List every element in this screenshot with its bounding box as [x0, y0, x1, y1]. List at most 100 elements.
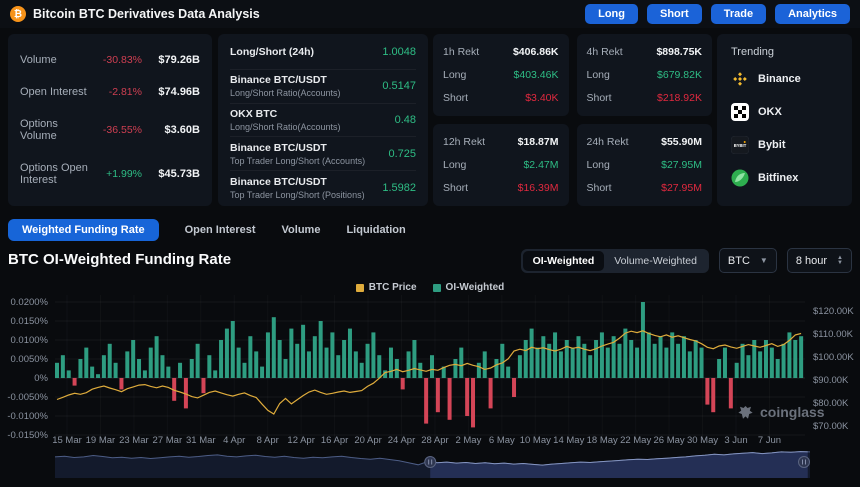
legend-btc-price[interactable]: BTC Price: [355, 282, 417, 293]
interval-select[interactable]: 8 hour ▲ ▼: [786, 248, 852, 273]
ratio-value: 0.48: [394, 113, 416, 126]
rekt-value: $218.92K: [657, 92, 702, 105]
y-right-tick: $110.00K: [813, 329, 853, 340]
x-tick: 31 Mar: [186, 435, 216, 446]
x-tick: 6 May: [488, 435, 515, 446]
rekt-row: Short $218.92K: [587, 92, 703, 104]
funding-rate-chart[interactable]: [55, 295, 805, 440]
ratio-text: Binance BTC/USDT Top Trader Long/Short (P…: [230, 176, 382, 200]
y-axis-right: $120.00K $110.00K $100.00K $90.00K $80.00K $7…: [810, 295, 860, 445]
ratio-title: Binance BTC/USDT: [230, 141, 327, 154]
interval-select-value: 8 hour: [795, 254, 828, 267]
svg-text:BYBIT: BYBIT: [734, 143, 747, 148]
rekt-label: 4h Rekt: [586, 45, 623, 58]
chart-legend: BTC Price OI-Weighted: [0, 282, 860, 293]
short-button[interactable]: Short: [646, 4, 702, 24]
trending-name: Bitfinex: [758, 171, 799, 184]
watermark: coinglass: [737, 404, 825, 420]
y-right-tick: $80.00K: [813, 398, 849, 409]
analytics-button[interactable]: Analytics: [775, 4, 850, 24]
rekt-card-24h-rekt: 24h Rekt $55.90M Long $27.95M Short $27.95M: [576, 124, 712, 206]
rekt-value: $898.75K: [656, 45, 702, 58]
stat-row-options-volume: Options Volume -36.55% $3.60B: [20, 118, 200, 142]
trending-item-bitfinex[interactable]: Bitfinex: [731, 161, 838, 194]
y-left-tick: 0.0150%: [10, 316, 48, 327]
ratio-title: Binance BTC/USDT: [230, 175, 327, 188]
ratio-subtitle: Long/Short Ratio(Accounts): [230, 88, 341, 99]
chart-tabs: Weighted Funding Rate Open Interest Volume…: [8, 217, 406, 243]
rekt-label: Short: [443, 92, 469, 105]
toggle-volume-weighted[interactable]: Volume-Weighted: [614, 254, 697, 267]
ratio-title: OKX BTC: [230, 107, 278, 120]
ratio-subtitle: Top Trader Long/Short (Positions): [230, 189, 365, 200]
legend-oi-weighted[interactable]: OI-Weighted: [432, 282, 504, 293]
ratio-title: Binance BTC/USDT: [230, 74, 327, 87]
tab-liquidation[interactable]: Liquidation: [346, 224, 406, 236]
tab-weighted-funding-rate[interactable]: Weighted Funding Rate: [8, 219, 159, 241]
rekt-label: 24h Rekt: [586, 135, 629, 148]
ratio-value: 1.5982: [382, 181, 416, 194]
rekt-value: $406.86K: [512, 45, 559, 58]
x-tick: 20 Apr: [354, 435, 382, 446]
x-axis: 15 Mar 19 Mar 23 Mar 27 Mar 31 Mar 4 Apr 8 Apr…: [0, 435, 860, 449]
rekt-card-4h-rekt: 4h Rekt $898.75K Long $679.82K Short $218.92K: [576, 34, 712, 116]
x-tick: 26 May: [653, 435, 685, 446]
y-left-tick: 0.0100%: [10, 335, 48, 346]
x-tick: 12 Apr: [287, 435, 315, 446]
rekt-value: $3.40K: [525, 92, 559, 105]
rekt-label: Short: [586, 182, 612, 195]
y-left-tick: -0.0050%: [7, 392, 48, 403]
rekt-row: 1h Rekt $406.86K: [443, 46, 559, 58]
long-short-ratio-panel: Long/Short (24h) 1.0048 Binance BTC/USDT Lo…: [218, 34, 428, 206]
bybit-icon: BYBIT: [731, 135, 749, 154]
ratio-text: OKX BTC Long/Short Ratio(Accounts): [230, 108, 395, 132]
y-axis-left: 0.0200% 0.0150% 0.0100% 0.0050% 0% -0.0050% -0…: [0, 295, 48, 445]
trending-item-bybit[interactable]: BYBIT Bybit: [731, 128, 838, 161]
chart-navigator[interactable]: [55, 449, 810, 478]
trending-item-binance[interactable]: Binance: [731, 62, 838, 95]
x-tick: 4 Apr: [223, 435, 246, 446]
ratio-value: 1.0048: [382, 46, 416, 59]
rekt-label: Short: [586, 92, 612, 105]
rekt-value: $27.95M: [661, 158, 702, 171]
rekt-card-1h-rekt: 1h Rekt $406.86K Long $403.46K Short $3.40K: [433, 34, 569, 116]
rekt-row: 4h Rekt $898.75K: [587, 46, 703, 58]
rekt-label: Short: [443, 182, 469, 195]
rekt-value: $18.87M: [517, 135, 559, 148]
rekt-row: Short $16.39M: [443, 182, 559, 194]
x-tick: 14 May: [553, 435, 585, 446]
rekt-row: Long $27.95M: [587, 159, 703, 171]
x-tick: 22 May: [620, 435, 652, 446]
symbol-select-value: BTC: [727, 254, 750, 267]
chevron-down-icon: ▼: [759, 256, 768, 265]
ratio-text: Binance BTC/USDT Long/Short Ratio(Account…: [230, 74, 382, 98]
trending-item-okx[interactable]: OKX: [731, 95, 838, 128]
x-tick: 3 Jun: [724, 435, 748, 446]
tab-volume[interactable]: Volume: [281, 224, 321, 236]
stat-label: Options Volume: [20, 118, 58, 142]
ratio-title: Long/Short (24h): [230, 46, 314, 59]
y-right-tick: $120.00K: [813, 306, 854, 317]
rekt-value: $55.90M: [661, 135, 702, 148]
navigator-handle-left[interactable]: [424, 456, 437, 468]
trade-button[interactable]: Trade: [710, 4, 767, 24]
y-left-tick: 0.0200%: [10, 297, 48, 308]
symbol-select[interactable]: BTC ▼: [718, 248, 777, 273]
stat-row-open-interest: Open Interest -2.81% $74.96B: [20, 86, 200, 98]
spinner-icon: ▲ ▼: [837, 255, 843, 266]
x-tick: 7 Jun: [757, 435, 782, 446]
x-tick: 8 Apr: [256, 435, 279, 446]
rekt-row: Long $2.47M: [443, 159, 559, 171]
y-right-tick: $100.00K: [813, 352, 854, 363]
y-left-tick: -0.0150%: [7, 430, 48, 441]
navigator-handle-right[interactable]: [798, 456, 810, 468]
watermark-text: coinglass: [760, 404, 825, 420]
toggle-oi-weighted[interactable]: OI-Weighted: [522, 250, 605, 271]
y-right-tick: $90.00K: [813, 375, 849, 386]
okx-icon: [731, 102, 749, 121]
chart-controls: OI-Weighted Volume-Weighted BTC ▼ 8 hour …: [520, 248, 852, 273]
stat-row-volume: Volume -30.83% $79.26B: [20, 54, 200, 66]
tab-open-interest[interactable]: Open Interest: [184, 224, 256, 236]
long-button[interactable]: Long: [585, 4, 638, 24]
header-bar: ₿ Bitcoin BTC Derivatives Data Analysis …: [0, 0, 860, 28]
